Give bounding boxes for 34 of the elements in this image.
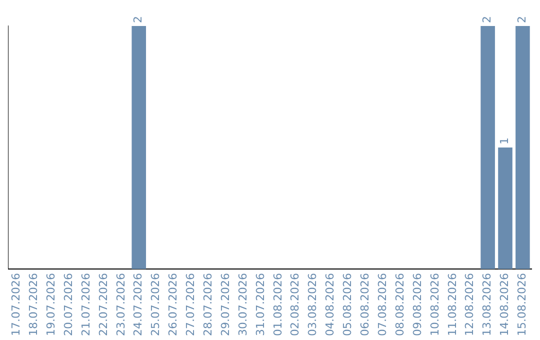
- x-tick-label: 09.08.2026: [410, 273, 424, 336]
- x-tick-label: 10.08.2026: [428, 273, 442, 336]
- x-tick-label: 11.08.2026: [446, 273, 459, 336]
- x-tick-label: 03.08.2026: [306, 273, 320, 336]
- x-tick-label: 14.08.2026: [498, 273, 512, 336]
- x-tick-label: 12.08.2026: [463, 273, 476, 336]
- x-tick-label: 24.07.2026: [132, 273, 145, 336]
- data-label: 1: [498, 138, 512, 145]
- x-tick-label: 06.08.2026: [358, 273, 372, 336]
- x-tick-label: 08.08.2026: [393, 273, 406, 336]
- data-label: 2: [132, 16, 145, 23]
- x-tick-label: 23.07.2026: [114, 273, 128, 336]
- x-tick-label: 17.07.2026: [10, 273, 23, 336]
- x-tick-label: 22.07.2026: [96, 273, 110, 336]
- x-tick-label: 01.08.2026: [271, 273, 284, 336]
- x-tick-label: 04.08.2026: [324, 273, 337, 336]
- x-tick-label: 07.08.2026: [376, 273, 389, 336]
- x-tick-label: 28.07.2026: [202, 273, 215, 336]
- x-tick-label: 18.07.2026: [27, 273, 40, 336]
- x-tick-label: 05.08.2026: [341, 273, 354, 336]
- x-tick-label: 30.07.2026: [236, 273, 250, 336]
- x-tick-label: 20.07.2026: [62, 273, 75, 336]
- x-tick-label: 19.07.2026: [44, 273, 58, 336]
- x-tick-label: 27.07.2026: [184, 273, 198, 336]
- x-tick-label: 31.07.2026: [254, 273, 267, 336]
- x-tick-label: 29.07.2026: [218, 273, 232, 336]
- data-label: 2: [480, 16, 494, 23]
- x-tick-label: 02.08.2026: [288, 273, 302, 336]
- data-label: 2: [516, 16, 529, 23]
- x-tick-label: 13.08.2026: [480, 273, 494, 336]
- x-tick-label: 15.08.2026: [516, 273, 529, 336]
- x-tick-label: 25.07.2026: [149, 273, 162, 336]
- x-tick-label: 26.07.2026: [166, 273, 180, 336]
- x-tick-label: 21.07.2026: [79, 273, 92, 336]
